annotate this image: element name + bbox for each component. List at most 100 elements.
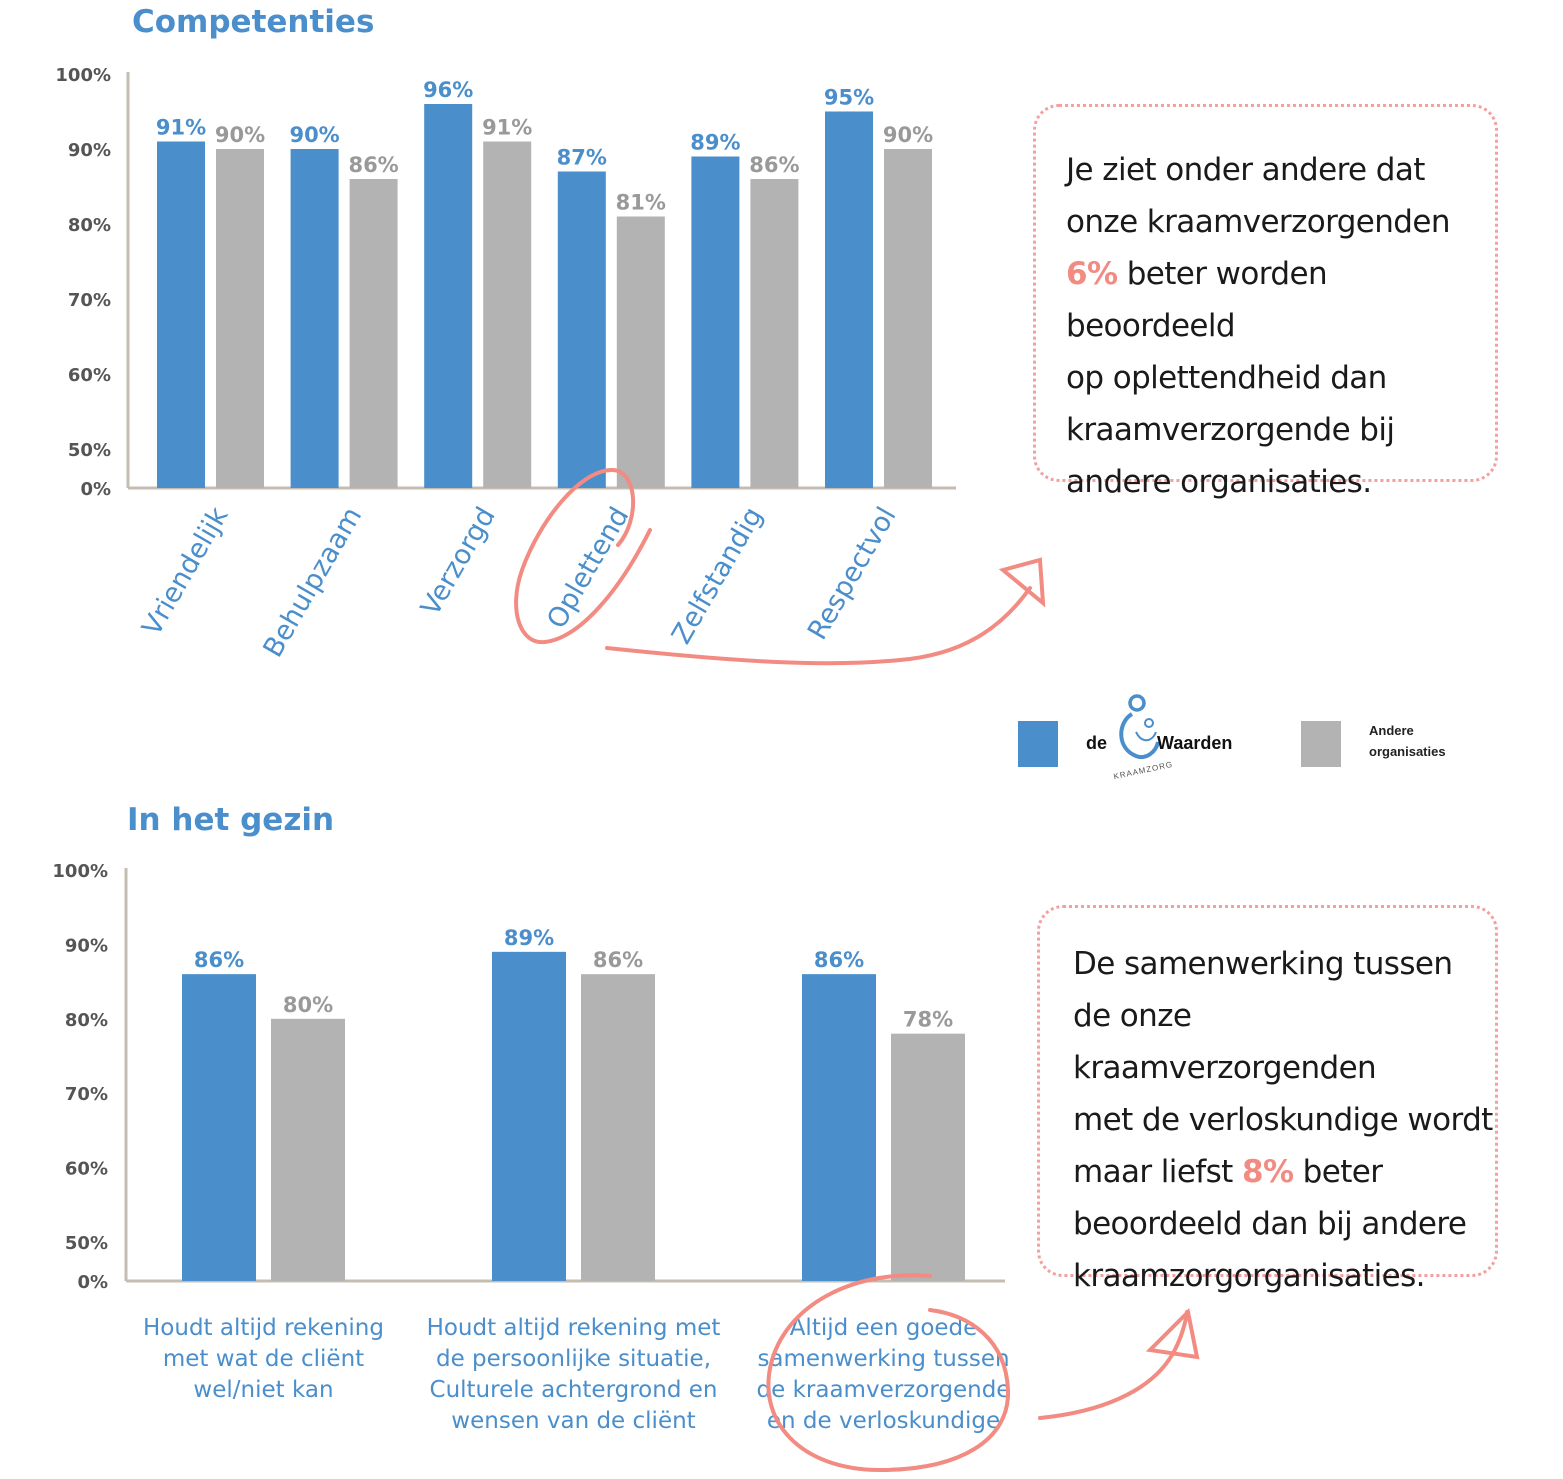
- callout-text: maar liefst: [1073, 1154, 1242, 1190]
- category-label: Verzorgd: [415, 502, 502, 621]
- callout-text: beoordeeld dan bij andere: [1073, 1206, 1467, 1242]
- callout-line: Je ziet onder andere dat: [1066, 144, 1495, 196]
- y-tick-label: 0%: [77, 1272, 108, 1293]
- bar-de-waarden: [825, 111, 873, 488]
- category-label-line: Culturele achtergrond en: [430, 1377, 718, 1403]
- data-label: 95%: [824, 86, 874, 110]
- bar-de-waarden: [157, 141, 205, 488]
- bar-de-waarden: [802, 974, 876, 1281]
- category-label-line: wel/niet kan: [193, 1377, 333, 1403]
- data-label: 86%: [194, 948, 244, 972]
- y-tick-label: 90%: [68, 140, 111, 161]
- legend-label-line: organisaties: [1369, 744, 1446, 759]
- callout-text: beter: [1293, 1154, 1383, 1190]
- callout-text: de onze kraamverzorgenden: [1073, 998, 1377, 1086]
- callout-text: onze kraamverzorgenden: [1066, 204, 1451, 240]
- bottom-arrow-curve: [1038, 1310, 1189, 1420]
- bar-andere-organisaties: [271, 1018, 345, 1281]
- category-label-line: wensen van de cliënt: [451, 1408, 695, 1434]
- competenties-chart: Competenties 100% 90% 80% 70% 60% 50% 0% 91% 90% V…: [55, 4, 956, 663]
- data-label: 81%: [616, 191, 666, 215]
- data-label: 86%: [348, 153, 398, 177]
- oplettend-highlight-circle: [514, 467, 652, 645]
- callout-text: met de verloskundige wordt: [1073, 1102, 1493, 1138]
- callout-highlight-value: 8%: [1241, 1154, 1294, 1190]
- bar-andere-organisaties: [750, 179, 799, 488]
- callout-text: kraamzorgorganisaties.: [1073, 1258, 1426, 1294]
- callout-line: andere organisaties.: [1066, 456, 1495, 508]
- callout-line: kraamzorgorganisaties.: [1073, 1250, 1495, 1302]
- y-tick-label: 100%: [52, 861, 108, 882]
- y-tick-label: 70%: [68, 290, 111, 311]
- category-label-line: Altijd een goede: [790, 1315, 978, 1341]
- top-arrow-curve: [605, 586, 1032, 666]
- data-label: 91%: [482, 116, 532, 140]
- callout-line: de onze kraamverzorgenden: [1073, 990, 1495, 1094]
- bar-andere-organisaties: [349, 179, 398, 488]
- callout-line: onze kraamverzorgenden: [1066, 196, 1495, 248]
- callout-text: Je ziet onder andere dat: [1066, 152, 1425, 188]
- in-het-gezin-chart: In het gezin 100% 90% 80% 70% 60% 50% 0% 86% 80% H…: [52, 802, 1010, 1434]
- legend-label-line: Andere: [1369, 723, 1414, 738]
- y-tick-label: 90%: [65, 935, 108, 956]
- legend-swatch-de-waarden: [1018, 721, 1058, 767]
- callout-box-oplettend: Je ziet onder andere dat onze kraamverzor…: [1033, 104, 1498, 500]
- data-label: 87%: [557, 146, 607, 170]
- callout-line: kraamverzorgende bij: [1066, 404, 1495, 456]
- y-tick-label: 100%: [55, 65, 111, 86]
- data-label: 86%: [749, 153, 799, 177]
- bar-andere-organisaties: [483, 141, 532, 488]
- bar-andere-organisaties: [616, 216, 665, 488]
- data-label: 90%: [289, 123, 339, 147]
- data-label: 96%: [423, 78, 473, 102]
- callout-line: op oplettendheid dan: [1066, 352, 1495, 404]
- data-label: 78%: [903, 1008, 953, 1032]
- callout-text: beter worden beoordeeld: [1066, 256, 1328, 344]
- highlight-annotations: [514, 467, 1200, 1473]
- mother-and-baby-logo-icon: [1119, 694, 1160, 759]
- data-label: 89%: [690, 131, 740, 155]
- bar-de-waarden: [492, 951, 566, 1281]
- callout-highlight-value: 6%: [1066, 256, 1118, 292]
- y-tick-label: 60%: [65, 1159, 108, 1180]
- chart-title: Competenties: [132, 4, 374, 40]
- category-label: Vriendelijk: [136, 502, 234, 641]
- data-label: 91%: [156, 116, 206, 140]
- callout-line: De samenwerking tussen: [1073, 938, 1495, 990]
- y-tick-label: 80%: [68, 215, 111, 236]
- callout-line: beoordeeld dan bij andere: [1073, 1198, 1495, 1250]
- bar-andere-organisaties: [891, 1033, 965, 1281]
- bar-andere-organisaties: [884, 149, 932, 488]
- category-label-line: en de verloskundige: [767, 1408, 1000, 1434]
- bar-de-waarden: [424, 104, 473, 488]
- category-label-line: met wat de cliënt: [163, 1346, 364, 1372]
- bar-andere-organisaties: [581, 974, 655, 1281]
- callout-text: op oplettendheid dan: [1066, 360, 1387, 396]
- category-label-line: samenwerking tussen: [757, 1346, 1009, 1372]
- legend-label-waarden: Waarden: [1157, 733, 1233, 753]
- data-label: 86%: [593, 948, 643, 972]
- data-label: 80%: [283, 993, 333, 1017]
- samenwerking-highlight-circle: [766, 1273, 1011, 1473]
- category-label-line: de persoonlijke situatie,: [436, 1346, 711, 1372]
- legend-swatch-andere-organisaties: [1301, 721, 1341, 767]
- callout-text: kraamverzorgende bij: [1066, 412, 1395, 448]
- category-label: Oplettend: [541, 502, 635, 634]
- legend-label-de: de: [1086, 733, 1108, 753]
- top-arrow-head: [998, 557, 1046, 608]
- y-tick-label: 60%: [68, 365, 111, 386]
- bar-andere-organisaties: [216, 149, 264, 488]
- category-label: Behulpzaam: [258, 502, 369, 663]
- y-tick-label: 50%: [68, 440, 111, 461]
- bar-de-waarden: [182, 974, 256, 1281]
- callout-line: 6% beter worden beoordeeld: [1066, 248, 1495, 352]
- data-label: 90%: [215, 123, 265, 147]
- bar-de-waarden: [691, 156, 740, 488]
- chart-title: In het gezin: [127, 802, 334, 838]
- bottom-arrow-head: [1145, 1307, 1200, 1360]
- data-label: 90%: [883, 123, 933, 147]
- callout-line: maar liefst 8% beter: [1073, 1146, 1495, 1198]
- legend-label-andere-organisaties: Andere organisaties: [1369, 720, 1446, 762]
- callout-line: met de verloskundige wordt: [1073, 1094, 1495, 1146]
